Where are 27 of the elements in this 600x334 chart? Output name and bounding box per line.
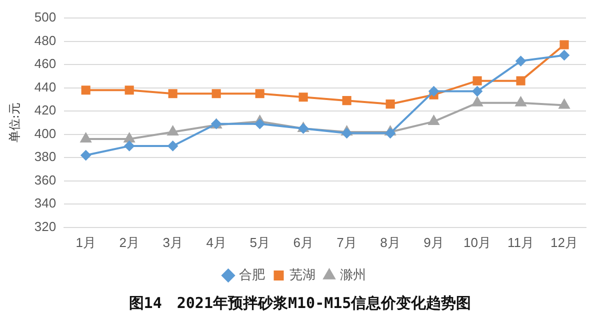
y-tick-label: 340 [34, 196, 56, 211]
y-tick-label: 420 [34, 102, 56, 118]
x-tick-label: 1月 [76, 234, 96, 250]
y-tick-label: 480 [34, 32, 56, 48]
x-tick-label: 12月 [550, 234, 578, 250]
y-axis-title: 单位:元 [7, 102, 22, 143]
text: 图14 2021年预拌砂浆M10-M15信息价变化趋势图 [128, 294, 472, 313]
y-tick-label: 320 [34, 218, 56, 234]
y-tick-label: 440 [34, 79, 56, 94]
y-tick-label: 500 [34, 10, 56, 25]
x-tick-label: 8月 [380, 234, 400, 250]
legend-label: 滁州 [340, 267, 366, 282]
legend-label: 芜湖 [289, 267, 316, 282]
y-tick-label: 460 [34, 56, 56, 72]
x-tick-label: 7月 [336, 234, 357, 250]
x-tick-label: 4月 [206, 234, 226, 250]
x-tick-label: 10月 [464, 234, 492, 250]
x-tick-label: 6月 [293, 234, 314, 250]
y-tick-label: 400 [34, 126, 56, 141]
y-tick-label: 360 [34, 172, 56, 188]
legend-label: 合肥 [238, 267, 265, 282]
x-tick-label: 5月 [250, 234, 270, 250]
x-tick-label: 2月 [119, 234, 140, 250]
x-tick-label: 9月 [424, 234, 444, 250]
x-tick-label: 3月 [162, 234, 183, 250]
x-tick-label: 11月 [508, 234, 534, 250]
y-tick-label: 380 [34, 149, 56, 164]
